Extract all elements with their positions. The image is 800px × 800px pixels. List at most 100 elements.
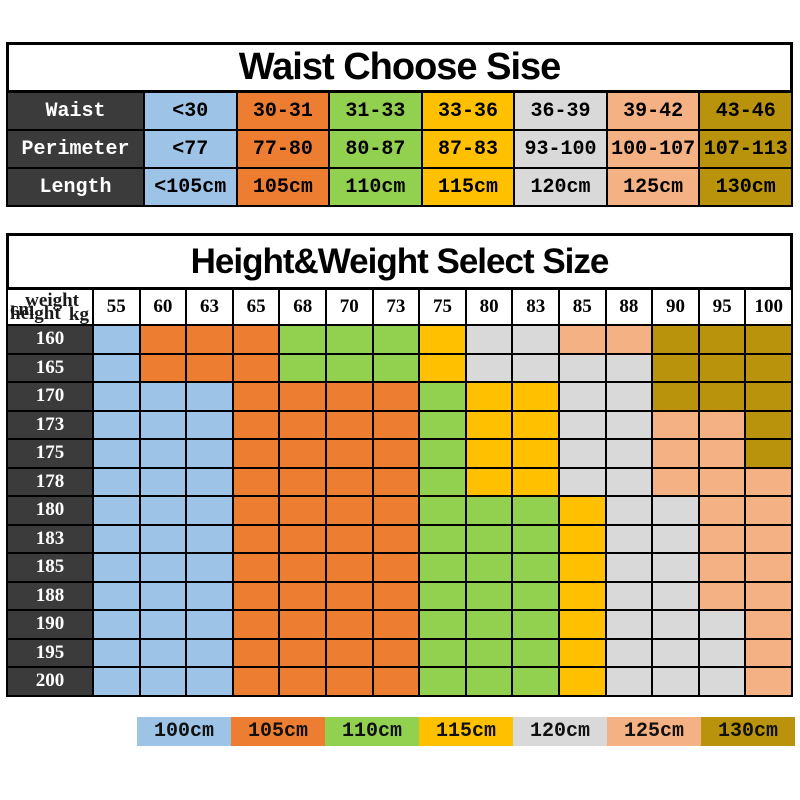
size-cell — [326, 639, 372, 666]
size-cell — [699, 411, 745, 438]
size-cell — [466, 440, 512, 467]
size-cell — [233, 554, 279, 581]
size-cell — [420, 525, 465, 552]
size-cell — [140, 383, 186, 410]
corner-kg-label: kg — [68, 304, 89, 324]
size-cell — [420, 383, 465, 410]
size-cell — [513, 383, 558, 410]
size-cell — [699, 525, 745, 552]
size-cell — [326, 525, 372, 552]
size-cell — [187, 611, 232, 638]
height-row-label: 160 — [8, 326, 92, 353]
size-cell — [653, 554, 698, 581]
size-cell — [420, 354, 465, 381]
height-row-label: 188 — [8, 582, 92, 609]
size-cell — [233, 497, 279, 524]
waist-value-cell: 39-42 — [607, 93, 699, 129]
size-cell — [420, 611, 465, 638]
size-cell — [94, 582, 139, 609]
size-cell — [699, 639, 745, 666]
size-cell — [420, 668, 465, 695]
size-cell — [653, 668, 698, 695]
size-cell — [187, 639, 232, 666]
size-cell — [140, 411, 186, 438]
size-cell — [699, 611, 745, 638]
size-cell — [513, 411, 558, 438]
size-cell — [653, 582, 698, 609]
size-cell — [280, 354, 325, 381]
waist-value-cell: 30-31 — [237, 93, 329, 129]
size-cell — [653, 326, 698, 353]
height-row-label: 183 — [8, 525, 92, 552]
size-cell — [559, 440, 605, 467]
size-cell — [466, 326, 512, 353]
waist-value-cell: 80-87 — [330, 131, 421, 167]
size-cell — [513, 326, 558, 353]
size-cell — [280, 611, 325, 638]
size-cell — [653, 411, 698, 438]
waist-value-cell: 105cm — [237, 169, 329, 205]
size-cell — [559, 639, 605, 666]
size-cell — [187, 497, 232, 524]
size-cell — [187, 411, 232, 438]
size-cell — [373, 383, 419, 410]
size-cell — [466, 383, 512, 410]
size-cell — [513, 440, 558, 467]
size-cell — [513, 525, 558, 552]
weight-header-cell: 68 — [280, 290, 325, 324]
size-cell — [699, 582, 745, 609]
size-cell — [606, 554, 652, 581]
size-cell — [559, 582, 605, 609]
waist-value-cell: 33-36 — [422, 93, 514, 129]
size-cell — [746, 354, 791, 381]
size-cell — [326, 611, 372, 638]
size-cell — [373, 468, 419, 495]
corner-height-label: height — [10, 303, 61, 324]
size-cell — [746, 554, 791, 581]
height-row-label: 170 — [8, 383, 92, 410]
size-cell — [187, 582, 232, 609]
legend-item: 110cm — [325, 717, 419, 746]
size-cell — [559, 354, 605, 381]
size-cell — [559, 525, 605, 552]
size-cell — [233, 440, 279, 467]
size-cell — [420, 440, 465, 467]
size-cell — [746, 639, 791, 666]
size-cell — [280, 525, 325, 552]
size-cell — [326, 497, 372, 524]
size-cell — [94, 383, 139, 410]
height-row-label: 185 — [8, 554, 92, 581]
size-cell — [94, 411, 139, 438]
size-cell — [326, 440, 372, 467]
weight-header-cell: 60 — [140, 290, 186, 324]
size-cell — [373, 497, 419, 524]
size-cell — [94, 554, 139, 581]
size-cell — [699, 668, 745, 695]
waist-value-cell: 107-113 — [700, 131, 791, 167]
size-cell — [326, 411, 372, 438]
height-weight-table-title: Height&Weight Select Size — [6, 233, 793, 290]
weight-header-cell: 100 — [746, 290, 791, 324]
size-cell — [140, 639, 186, 666]
size-cell — [94, 525, 139, 552]
size-cell — [513, 354, 558, 381]
size-cell — [699, 468, 745, 495]
size-cell — [187, 354, 232, 381]
size-cell — [606, 326, 652, 353]
size-cell — [606, 383, 652, 410]
waist-value-cell: <105cm — [145, 169, 236, 205]
size-cell — [373, 326, 419, 353]
size-cell — [559, 554, 605, 581]
height-weight-table: Height&Weight Select Size weight kg cm h… — [6, 233, 793, 697]
waist-value-cell: 43-46 — [700, 93, 791, 129]
height-row-label: 200 — [8, 668, 92, 695]
size-cell — [466, 554, 512, 581]
size-cell — [746, 411, 791, 438]
size-cell — [466, 497, 512, 524]
size-cell — [606, 668, 652, 695]
size-cell — [326, 668, 372, 695]
size-cell — [94, 668, 139, 695]
size-cell — [513, 611, 558, 638]
size-cell — [373, 440, 419, 467]
size-cell — [466, 354, 512, 381]
